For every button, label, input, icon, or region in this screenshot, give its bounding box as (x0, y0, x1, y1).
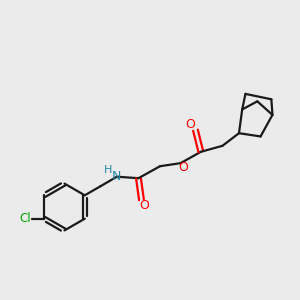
Text: O: O (185, 118, 195, 131)
Text: Cl: Cl (19, 212, 31, 225)
Text: O: O (140, 199, 149, 212)
Text: O: O (178, 161, 188, 174)
Text: H: H (104, 165, 113, 175)
Text: N: N (112, 170, 122, 183)
